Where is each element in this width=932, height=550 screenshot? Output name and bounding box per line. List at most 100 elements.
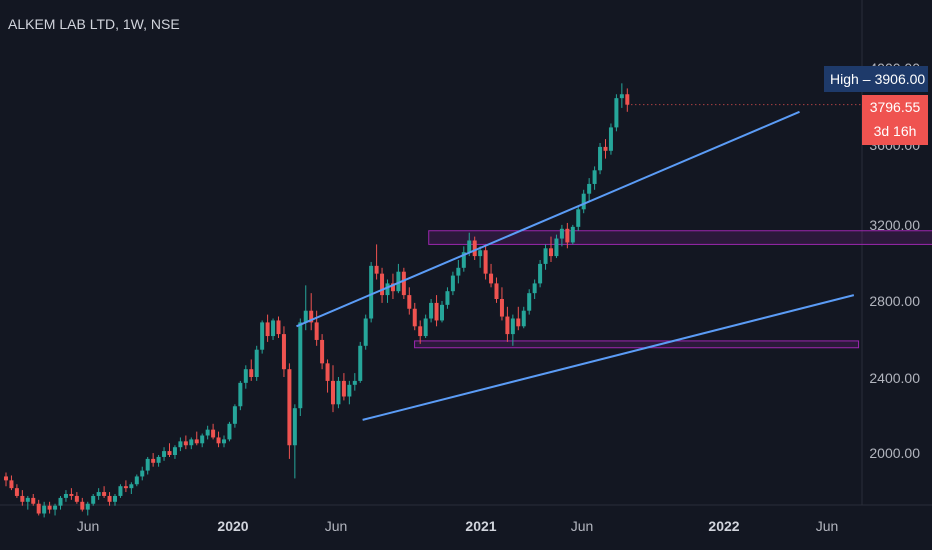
candle-body xyxy=(292,408,297,446)
candle-body xyxy=(598,146,603,171)
candle-body xyxy=(483,250,488,274)
candle-body xyxy=(249,369,254,377)
candle-body xyxy=(352,380,357,385)
candle-body xyxy=(587,183,592,194)
candle-body xyxy=(363,318,368,346)
time-tick-label: 2022 xyxy=(708,518,740,534)
candle-body xyxy=(472,240,477,257)
candle-body xyxy=(102,492,107,496)
candle-body xyxy=(532,283,537,294)
trendline xyxy=(362,294,855,421)
candle-body xyxy=(243,369,248,383)
candle-body xyxy=(385,283,390,296)
candle-body xyxy=(265,322,270,337)
candle-body xyxy=(36,503,41,514)
candle-body xyxy=(189,439,194,446)
candle-body xyxy=(42,505,47,514)
candle-body xyxy=(145,458,150,471)
candle-body xyxy=(581,193,586,210)
candle-body xyxy=(314,322,319,340)
candle-body xyxy=(80,501,85,510)
candle-body xyxy=(129,484,134,489)
candle-body xyxy=(592,170,597,184)
candle-body xyxy=(625,94,630,105)
trendline xyxy=(296,110,800,328)
candle-body xyxy=(238,382,243,407)
candle-body xyxy=(91,495,96,504)
candle-body xyxy=(320,339,325,364)
candle-body xyxy=(216,437,221,444)
candle-body xyxy=(603,146,608,151)
candle-body xyxy=(336,380,341,405)
candle-body xyxy=(74,495,79,502)
candle-body xyxy=(570,226,575,243)
candle-body xyxy=(303,310,308,323)
candle-body xyxy=(222,439,226,444)
candle-body xyxy=(325,363,330,381)
candle-body xyxy=(494,283,499,299)
candle-body xyxy=(96,492,101,496)
candle-body xyxy=(331,380,335,405)
candle-body xyxy=(445,291,450,305)
candle-body xyxy=(456,267,461,276)
candle-body xyxy=(200,435,205,444)
candle-body xyxy=(123,486,128,489)
candle-body xyxy=(31,497,36,504)
last-price-value: 3796.55 xyxy=(869,99,921,115)
candle-body xyxy=(167,451,172,455)
candle-body xyxy=(172,447,177,455)
candle-body xyxy=(429,302,434,319)
price-tick-label: 2800.00 xyxy=(869,293,920,309)
candle-body xyxy=(309,310,314,323)
candle-body xyxy=(260,322,265,350)
candle-body xyxy=(271,320,276,337)
candle-body xyxy=(205,429,210,436)
candle-body xyxy=(9,480,14,489)
candle-body xyxy=(254,349,259,377)
candle-body xyxy=(418,326,423,337)
candle-body xyxy=(434,302,439,321)
candle-body xyxy=(276,320,281,335)
candle-body xyxy=(227,423,232,440)
candle-body xyxy=(576,209,581,227)
candle-body xyxy=(298,322,303,409)
candle-body xyxy=(554,238,559,257)
candle-body xyxy=(549,248,553,257)
candle-body xyxy=(118,486,123,496)
candle-body xyxy=(527,293,532,311)
candle-body xyxy=(401,271,406,296)
candle-body xyxy=(423,318,428,337)
candle-body xyxy=(347,384,352,397)
last-price-tag: 3796.55 3d 16h xyxy=(862,95,928,145)
candle-body xyxy=(489,273,494,284)
candle-body xyxy=(608,127,613,151)
symbol-title: ALKEM LAB LTD, 1W, NSE xyxy=(8,16,180,32)
candle-body xyxy=(53,505,58,510)
candle-body xyxy=(380,273,385,296)
candle-body xyxy=(69,494,74,496)
candle-body xyxy=(85,503,90,510)
candle-body xyxy=(47,505,52,510)
candle-body xyxy=(232,406,237,424)
candle-body xyxy=(516,318,521,327)
bar-countdown: 3d 16h xyxy=(873,123,917,139)
candle-body xyxy=(194,439,199,444)
candle-body xyxy=(14,488,19,496)
candle-body xyxy=(467,240,472,253)
candle-body xyxy=(211,429,216,438)
candle-body xyxy=(151,458,156,463)
candle-body xyxy=(412,308,417,327)
candle-body xyxy=(619,94,624,99)
candle-body xyxy=(510,318,515,335)
candle-body xyxy=(341,380,346,397)
price-tick-label: 2400.00 xyxy=(869,370,920,386)
candle-body xyxy=(287,369,292,446)
support-resistance-zone xyxy=(414,340,860,349)
time-tick-label: Jun xyxy=(570,518,594,534)
candle-body xyxy=(134,476,139,485)
candle-body xyxy=(614,98,619,128)
candle-body xyxy=(20,495,25,502)
candle-body xyxy=(374,265,379,274)
